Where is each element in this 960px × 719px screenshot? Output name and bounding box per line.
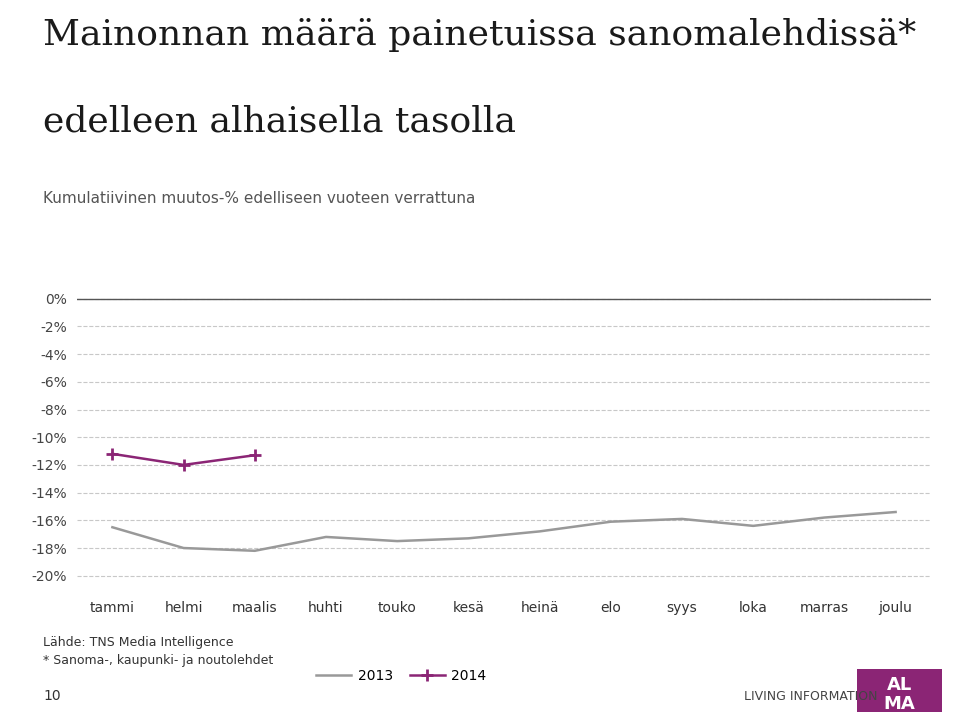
Text: AL: AL — [887, 676, 912, 694]
Text: MA: MA — [883, 695, 916, 713]
Text: Kumulatiivinen muutos-% edelliseen vuoteen verrattuna: Kumulatiivinen muutos-% edelliseen vuote… — [43, 191, 475, 206]
Text: LIVING INFORMATION: LIVING INFORMATION — [744, 690, 877, 703]
Text: * Sanoma-, kaupunki- ja noutolehdet: * Sanoma-, kaupunki- ja noutolehdet — [43, 654, 274, 667]
Legend: 2013, 2014: 2013, 2014 — [311, 663, 492, 688]
Text: Lähde: TNS Media Intelligence: Lähde: TNS Media Intelligence — [43, 636, 233, 649]
Text: 10: 10 — [43, 690, 60, 703]
Text: Mainonnan määrä painetuissa sanomalehdissä*: Mainonnan määrä painetuissa sanomalehdis… — [43, 18, 917, 52]
Text: edelleen alhaisella tasolla: edelleen alhaisella tasolla — [43, 104, 516, 138]
